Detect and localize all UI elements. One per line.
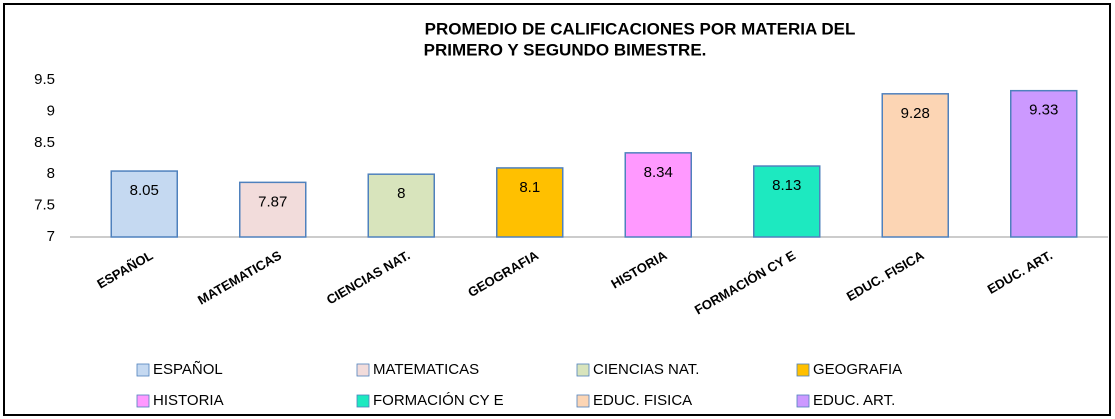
y-tick-label: 7.5 bbox=[34, 197, 55, 214]
bar bbox=[110, 170, 178, 238]
bar bbox=[496, 167, 564, 238]
bar bbox=[881, 93, 949, 238]
legend-label: ESPAÑOL bbox=[153, 361, 223, 378]
data-label: 9.28 bbox=[901, 105, 930, 122]
data-label: 7.87 bbox=[258, 193, 287, 210]
legend-swatch bbox=[576, 363, 590, 377]
legend-label: FORMACIÓN CY E bbox=[373, 392, 504, 409]
bar bbox=[239, 181, 307, 238]
y-tick-label: 7 bbox=[47, 228, 55, 245]
bar bbox=[1010, 89, 1078, 238]
data-label: 9.33 bbox=[1029, 102, 1058, 119]
legend-swatch bbox=[356, 363, 370, 377]
bar bbox=[367, 173, 435, 238]
data-label: 8.13 bbox=[772, 177, 801, 194]
bar bbox=[753, 165, 821, 238]
legend-swatch bbox=[796, 363, 810, 377]
data-label: 8.1 bbox=[519, 179, 540, 196]
y-tick-label: 9.5 bbox=[34, 71, 55, 88]
legend-label: GEOGRAFIA bbox=[813, 361, 902, 378]
y-tick-label: 8.5 bbox=[34, 134, 55, 151]
legend-label: EDUC. ART. bbox=[813, 392, 895, 409]
legend-swatch bbox=[576, 394, 590, 408]
chart-subtitle: PRIMERO Y SEGUNDO BIMESTRE. bbox=[424, 40, 707, 59]
data-label: 8.34 bbox=[644, 164, 673, 181]
legend-label: CIENCIAS NAT. bbox=[593, 361, 699, 378]
legend-label: HISTORIA bbox=[153, 392, 224, 409]
legend-swatch bbox=[356, 394, 370, 408]
legend-label: EDUC. FISICA bbox=[593, 392, 692, 409]
legend-swatch bbox=[136, 363, 150, 377]
data-label: 8.05 bbox=[130, 182, 159, 199]
legend-swatch bbox=[136, 394, 150, 408]
legend-label: MATEMATICAS bbox=[373, 361, 479, 378]
bar bbox=[624, 152, 692, 238]
y-tick-label: 9 bbox=[47, 102, 55, 119]
chart-title: PROMEDIO DE CALIFICACIONES POR MATERIA D… bbox=[425, 19, 856, 38]
legend-swatch bbox=[796, 394, 810, 408]
data-label: 8 bbox=[397, 185, 405, 202]
y-tick-label: 8 bbox=[47, 165, 55, 182]
